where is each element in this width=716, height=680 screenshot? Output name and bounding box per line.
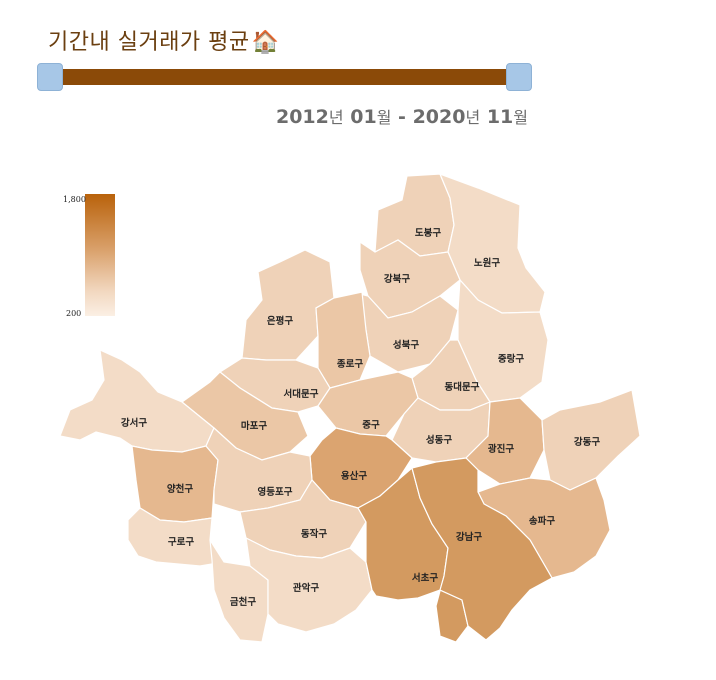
district-jongno[interactable]: [315, 291, 371, 389]
label-seongbuk: 성북구: [393, 339, 419, 351]
label-seongdong: 성동구: [426, 434, 452, 446]
page-title: 기간내 실거래가 평균🏠: [48, 24, 280, 56]
end-month: 11: [486, 106, 514, 128]
end-year: 2020: [412, 106, 466, 128]
house-icon: 🏠: [251, 30, 280, 55]
label-dongjak: 동작구: [301, 528, 327, 540]
district-jungnang[interactable]: [457, 278, 549, 403]
label-gwanak: 관악구: [293, 582, 319, 594]
district-gangnam[interactable]: [411, 457, 553, 641]
label-seocho: 서초구: [412, 572, 438, 584]
district-geumcheon[interactable]: [209, 539, 269, 643]
period-range-track[interactable]: [58, 69, 508, 85]
year-unit: 년: [328, 108, 344, 127]
label-dongdaemun: 동대문구: [445, 381, 480, 393]
label-gangnam: 강남구: [456, 531, 482, 543]
label-dobong: 도봉구: [415, 228, 441, 239]
label-jungnang: 중랑구: [498, 353, 524, 365]
label-yongsan: 용산구: [341, 470, 367, 482]
label-gangbuk: 강북구: [384, 273, 410, 285]
label-jung: 중구: [362, 420, 380, 431]
district-yangcheon[interactable]: [131, 445, 219, 523]
label-nowon: 노원구: [474, 257, 500, 269]
start-year: 2012: [275, 106, 329, 128]
label-gangseo: 강서구: [121, 417, 147, 429]
period-readout: 2012년 01월 - 2020년 11월: [276, 104, 528, 128]
label-songpa: 송파구: [529, 515, 555, 527]
label-mapo: 마포구: [241, 420, 267, 432]
month-unit-end: 월: [513, 108, 528, 127]
label-jongno: 종로구: [337, 359, 363, 370]
legend-min-label: 200: [66, 309, 82, 318]
label-gwangjin: 광진구: [488, 443, 514, 455]
month-unit: 월: [376, 108, 392, 127]
district-dobong[interactable]: [374, 173, 455, 257]
district-gangdong[interactable]: [541, 389, 641, 491]
title-text: 기간내 실거래가 평균: [48, 30, 250, 55]
range-end-handle[interactable]: [506, 63, 532, 91]
year-unit-end: 년: [465, 108, 481, 127]
district-nowon[interactable]: [438, 172, 546, 314]
legend-max-label: 1,800: [63, 195, 86, 204]
label-gangdong: 강동구: [574, 436, 600, 448]
label-yeongdeungpo: 영등포구: [258, 486, 293, 498]
district-gwanak[interactable]: [245, 536, 373, 633]
label-yangcheon: 양천구: [167, 483, 193, 495]
color-legend-bar: [85, 194, 115, 316]
label-geumcheon: 금천구: [230, 597, 256, 608]
label-seodaemun: 서대문구: [284, 388, 319, 400]
range-start-handle[interactable]: [37, 63, 63, 91]
period-separator: -: [398, 106, 406, 128]
start-month: 01: [350, 106, 377, 128]
label-eunpyeong: 은평구: [267, 315, 293, 327]
label-guro: 구로구: [168, 537, 194, 548]
